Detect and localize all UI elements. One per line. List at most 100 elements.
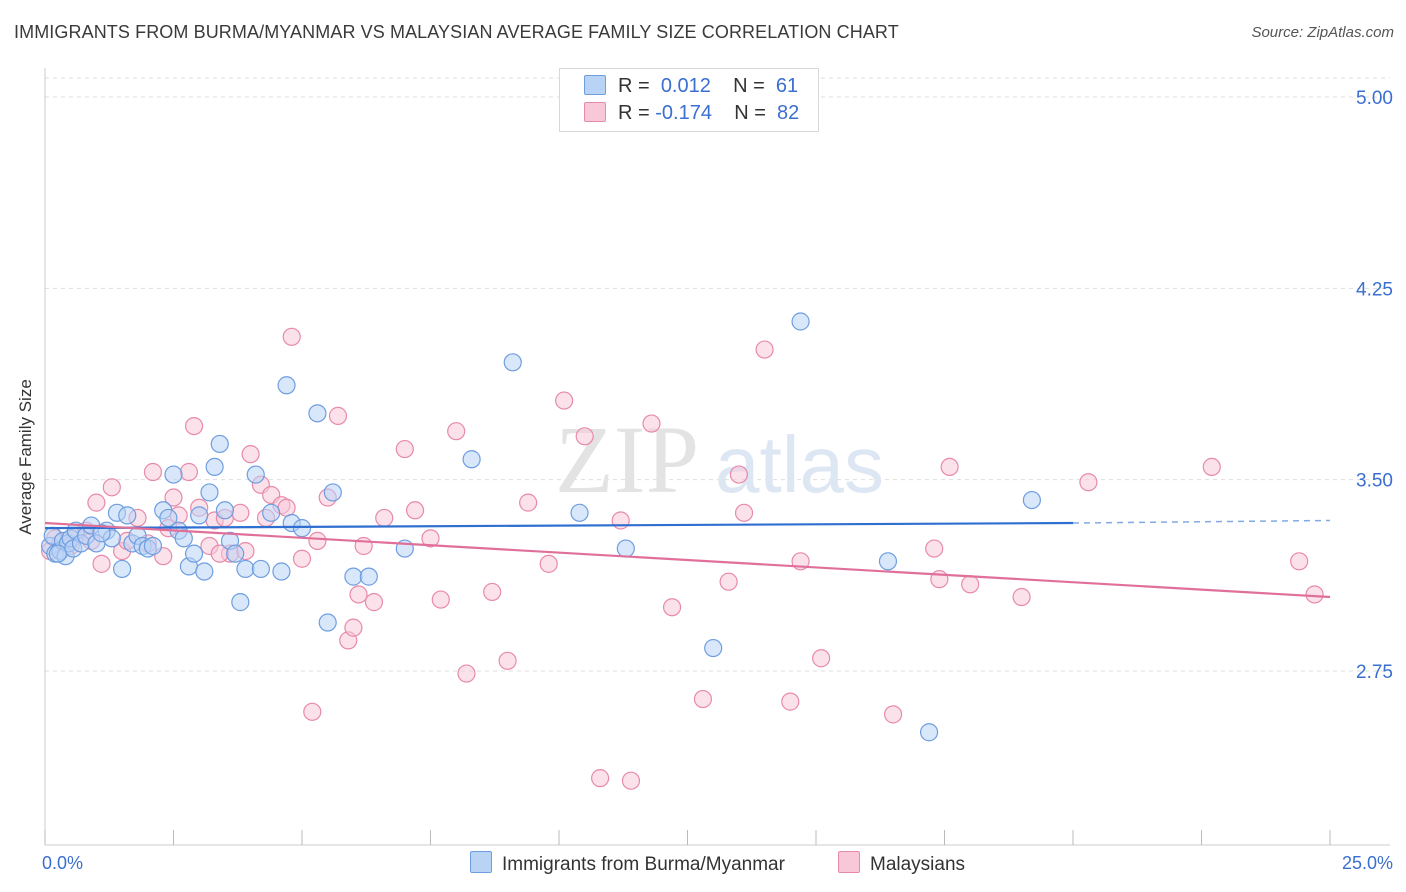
malaysians-point <box>92 554 111 573</box>
burma-point <box>48 544 67 563</box>
burma-point <box>231 593 250 612</box>
y-tick-labels: 2.75 3.50 4.25 5.00 <box>1356 88 1393 683</box>
malaysians-point <box>87 493 106 512</box>
burma-point <box>919 723 939 742</box>
malaysians-point <box>539 554 558 573</box>
malaysians-point <box>102 478 121 497</box>
malaysians-point <box>164 488 183 507</box>
legend-swatch-burma <box>470 851 492 873</box>
malaysians-point <box>575 427 594 446</box>
legend-item-malaysians[interactable]: Malaysians <box>838 851 965 878</box>
malaysians-point <box>662 598 682 617</box>
burma-point <box>143 536 163 556</box>
burma-point <box>277 376 296 395</box>
source-label: Source: ZipAtlas.com <box>1251 24 1394 41</box>
malaysians-point <box>375 508 394 528</box>
malaysians-point <box>277 498 296 517</box>
malaysians-point <box>611 511 630 530</box>
burma-point <box>318 613 337 632</box>
malaysians-point <box>1202 457 1221 477</box>
malaysians-point <box>241 445 260 464</box>
malaysians-point <box>781 692 800 711</box>
legend-item-burma[interactable]: Immigrants from Burma/Myanmar <box>470 851 785 878</box>
burma-point <box>205 457 224 477</box>
malaysians-point <box>1079 473 1098 492</box>
malaysians-point <box>555 391 574 410</box>
y-tick-label: 2.75 <box>1356 662 1393 683</box>
watermark-atlas: atlas <box>715 420 884 509</box>
burma-point <box>200 483 219 502</box>
burma-trend-line <box>44 521 1074 530</box>
malaysians-point <box>755 340 774 359</box>
malaysians-point <box>693 689 713 709</box>
burma-point <box>164 465 183 484</box>
malaysians-point <box>395 439 414 459</box>
y-tick-label: 4.25 <box>1356 279 1393 300</box>
y-tick-label: 3.50 <box>1356 471 1393 492</box>
malaysians-point <box>734 503 754 522</box>
malaysians-point <box>961 575 980 594</box>
malaysians-point <box>498 651 517 670</box>
malaysians-swatch <box>584 102 606 122</box>
burma-point <box>236 559 255 579</box>
burma-trend-extension <box>1072 519 1331 524</box>
malaysians-point <box>282 327 301 346</box>
malaysians-point <box>431 590 450 609</box>
malaysians-point <box>303 702 322 721</box>
chart-title: IMMIGRANTS FROM BURMA/MYANMAR VS MALAYSI… <box>14 22 899 42</box>
gridlines <box>45 77 1390 672</box>
burma-point <box>246 465 265 484</box>
malaysians-point <box>883 705 903 724</box>
burma-points <box>41 312 1041 742</box>
malaysians-point <box>364 593 384 612</box>
burma-point <box>1022 490 1041 510</box>
burma-point <box>704 638 723 658</box>
burma-point <box>616 539 635 558</box>
malaysians-point <box>405 501 425 520</box>
malaysians-point <box>447 422 466 441</box>
stats-row-burma: R = 0.012 N = 61 <box>584 73 798 99</box>
malaysians-point <box>328 406 348 425</box>
burma-swatch <box>584 75 606 95</box>
axes <box>44 68 1390 846</box>
stats-legend: R = 0.012 N = 61 R = -0.174 N = 82 <box>559 68 819 132</box>
trend-lines <box>44 519 1331 599</box>
x-axis-min-label: 0.0% <box>42 853 84 873</box>
burma-point <box>112 559 132 579</box>
burma-point <box>251 559 270 579</box>
malaysians-point <box>349 585 368 604</box>
x-axis-max-label: 25.0% <box>1341 853 1393 873</box>
malaysians-point <box>1305 585 1324 604</box>
malaysians-point <box>940 457 959 477</box>
stats-row-malaysians: R = -0.174 N = 82 <box>584 100 799 126</box>
burma-point <box>503 353 522 372</box>
malaysians-point <box>729 465 749 484</box>
burma-point <box>226 544 245 563</box>
burma-point <box>195 562 214 581</box>
malaysians-point <box>519 493 538 512</box>
burma-point <box>210 434 229 454</box>
malaysians-point <box>184 416 204 436</box>
burma-point <box>190 506 209 525</box>
burma-point <box>462 450 481 469</box>
malaysians-point <box>591 769 610 788</box>
burma-point <box>262 503 281 522</box>
burma-point <box>292 519 312 538</box>
burma-point <box>92 524 111 543</box>
malaysians-point <box>483 582 502 602</box>
legend-swatch-malaysians <box>838 851 860 873</box>
burma-point <box>791 312 810 331</box>
malaysians-point <box>292 549 312 568</box>
malaysians-point <box>344 618 363 637</box>
malaysians-point <box>621 771 641 790</box>
burma-point <box>272 562 291 581</box>
malaysians-point <box>1012 587 1031 607</box>
malaysians-trend-line <box>44 521 1331 599</box>
y-tick-label: 5.00 <box>1356 88 1393 109</box>
malaysians-point <box>719 572 738 591</box>
burma-point <box>570 503 589 522</box>
malaysians-point <box>457 664 476 683</box>
malaysians-point <box>421 529 440 548</box>
malaysians-point <box>1290 552 1309 571</box>
